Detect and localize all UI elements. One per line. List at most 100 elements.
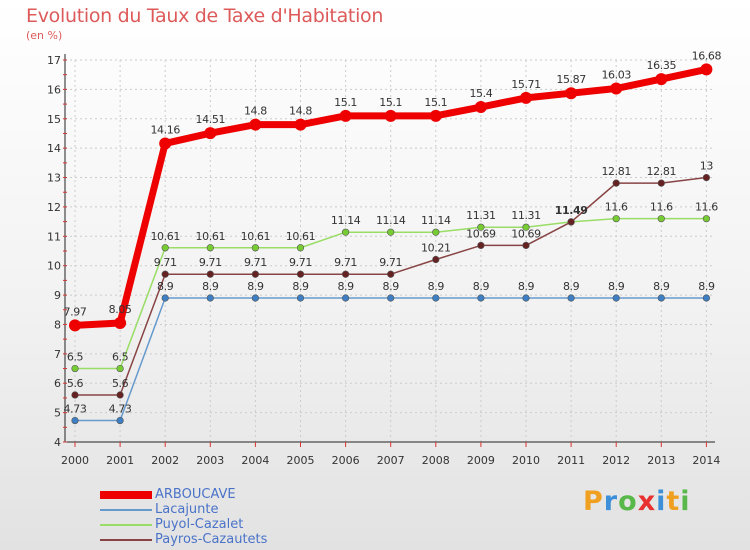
data-label-arboucave: 14.8 bbox=[244, 105, 267, 118]
data-point-payros-cazautets bbox=[387, 270, 395, 278]
data-label-arboucave: 15.1 bbox=[379, 96, 402, 109]
data-label-payros-cazautets: 12.81 bbox=[647, 165, 677, 178]
data-point-puyol-cazalet bbox=[161, 244, 169, 252]
data-point-lacajunte bbox=[296, 294, 305, 302]
legend-label: Payros-Cazautets bbox=[155, 532, 268, 547]
y-tick-label: 6 bbox=[54, 377, 61, 390]
data-label-payros-cazautets: 9.71 bbox=[289, 256, 312, 269]
x-tick-label: 2014 bbox=[692, 454, 720, 467]
data-label-payros-cazautets: 10.21 bbox=[421, 242, 451, 255]
data-point-arboucave bbox=[69, 319, 81, 332]
data-point-arboucave bbox=[520, 91, 532, 104]
data-point-payros-cazautets bbox=[251, 270, 259, 278]
data-label-arboucave: 16.03 bbox=[601, 69, 631, 82]
logo-letter: x bbox=[637, 486, 657, 517]
data-label-lacajunte: 8.9 bbox=[563, 280, 580, 293]
series-lacajunte bbox=[71, 294, 711, 425]
y-tick-label: 8 bbox=[54, 318, 61, 331]
data-label-arboucave: 15.1 bbox=[424, 96, 447, 109]
data-label-payros-cazautets: 13 bbox=[700, 160, 714, 173]
data-label-payros-cazautets: 10.69 bbox=[466, 227, 496, 240]
data-label-arboucave: 15.1 bbox=[334, 96, 357, 109]
data-label-puyol-cazalet: 10.61 bbox=[286, 230, 316, 243]
data-point-payros-cazautets bbox=[206, 270, 214, 278]
logo-letter: P bbox=[583, 486, 604, 517]
data-label-arboucave: 14.8 bbox=[289, 105, 312, 118]
logo-letter: o bbox=[618, 486, 638, 517]
data-label-puyol-cazalet: 11.31 bbox=[466, 209, 496, 222]
proxiti-logo: Proxiti bbox=[583, 486, 691, 517]
data-label-lacajunte: 8.9 bbox=[157, 280, 174, 293]
data-point-payros-cazautets bbox=[161, 270, 169, 278]
data-point-payros-cazautets bbox=[296, 270, 305, 278]
data-point-arboucave bbox=[655, 73, 668, 86]
data-label-puyol-cazalet: 6.5 bbox=[112, 351, 129, 364]
data-label-lacajunte: 8.9 bbox=[698, 280, 715, 293]
data-point-puyol-cazalet bbox=[71, 364, 79, 373]
data-point-lacajunte bbox=[477, 294, 485, 302]
logo-letter: t bbox=[666, 486, 681, 517]
data-point-payros-cazautets bbox=[702, 173, 711, 182]
data-label-lacajunte: 8.9 bbox=[247, 280, 264, 293]
logo-letter: i bbox=[656, 486, 667, 517]
legend-label: Puyol-Cazalet bbox=[155, 517, 244, 532]
series-arboucave bbox=[69, 63, 713, 332]
data-point-payros-cazautets bbox=[567, 218, 575, 226]
data-label-lacajunte: 8.9 bbox=[653, 280, 670, 293]
data-point-arboucave bbox=[565, 87, 578, 100]
x-tick-label: 2006 bbox=[332, 454, 360, 467]
data-point-lacajunte bbox=[612, 294, 620, 302]
data-point-arboucave bbox=[700, 63, 713, 76]
data-point-lacajunte bbox=[657, 294, 665, 302]
legend-label: Lacajunte bbox=[155, 502, 219, 517]
data-label-arboucave: 14.16 bbox=[150, 123, 180, 136]
data-point-arboucave bbox=[294, 118, 307, 131]
data-label-payros-cazautets: 9.71 bbox=[379, 256, 402, 269]
series-lines bbox=[69, 63, 713, 425]
x-tick-label: 2001 bbox=[106, 454, 134, 467]
data-label-payros-cazautets: 10.69 bbox=[511, 227, 541, 240]
data-label-lacajunte: 8.9 bbox=[428, 280, 445, 293]
data-label-puyol-cazalet: 10.61 bbox=[196, 230, 226, 243]
data-label-puyol-cazalet: 11.6 bbox=[650, 201, 673, 214]
logo-letter: r bbox=[603, 486, 619, 517]
data-point-payros-cazautets bbox=[522, 241, 530, 250]
y-axis-unit-label: (en %) bbox=[26, 29, 63, 42]
data-label-lacajunte: 8.9 bbox=[337, 280, 354, 293]
data-point-arboucave bbox=[249, 118, 262, 131]
y-tick-label: 15 bbox=[47, 113, 61, 126]
data-label-puyol-cazalet: 11.31 bbox=[511, 209, 541, 222]
data-label-lacajunte: 8.9 bbox=[518, 280, 535, 293]
data-point-payros-cazautets bbox=[116, 391, 124, 399]
data-point-arboucave bbox=[159, 137, 172, 150]
data-label-payros-cazautets: 5.6 bbox=[67, 377, 84, 390]
data-point-lacajunte bbox=[161, 294, 169, 302]
data-label-arboucave: 15.87 bbox=[556, 73, 586, 86]
chart-title: Evolution du Taux de Taxe d'Habitation bbox=[26, 5, 384, 27]
y-tick-label: 4 bbox=[54, 436, 61, 449]
data-point-puyol-cazalet bbox=[522, 223, 530, 231]
data-point-arboucave bbox=[610, 82, 623, 95]
data-point-puyol-cazalet bbox=[296, 244, 305, 252]
data-point-lacajunte bbox=[432, 294, 440, 302]
x-tick-label: 2005 bbox=[287, 454, 315, 467]
legend-label: ARBOUCAVE bbox=[155, 487, 236, 502]
data-label-lacajunte: 4.73 bbox=[64, 403, 87, 416]
data-point-payros-cazautets bbox=[432, 255, 440, 264]
data-label-payros-cazautets: 9.71 bbox=[334, 256, 357, 269]
y-tick-label: 11 bbox=[47, 230, 61, 243]
data-label-payros-cazautets: 12.81 bbox=[601, 165, 631, 178]
data-point-payros-cazautets bbox=[477, 241, 485, 250]
x-tick-label: 2002 bbox=[151, 454, 179, 467]
y-tick-label: 14 bbox=[47, 142, 61, 155]
x-tick-label: 2013 bbox=[647, 454, 675, 467]
logo-letter: i bbox=[680, 486, 691, 517]
data-label-puyol-cazalet: 6.5 bbox=[67, 351, 84, 364]
data-label-puyol-cazalet: 10.61 bbox=[241, 230, 271, 243]
data-point-puyol-cazalet bbox=[432, 228, 440, 236]
data-labels: 4.73 4.73 8.9 8.9 8.9 8.9 8.9 8.9 8.9 8.9 8.9 8.9 8.… bbox=[64, 49, 722, 415]
data-point-arboucave bbox=[339, 109, 352, 122]
data-point-puyol-cazalet bbox=[657, 215, 665, 223]
legend-swatch bbox=[100, 491, 152, 499]
